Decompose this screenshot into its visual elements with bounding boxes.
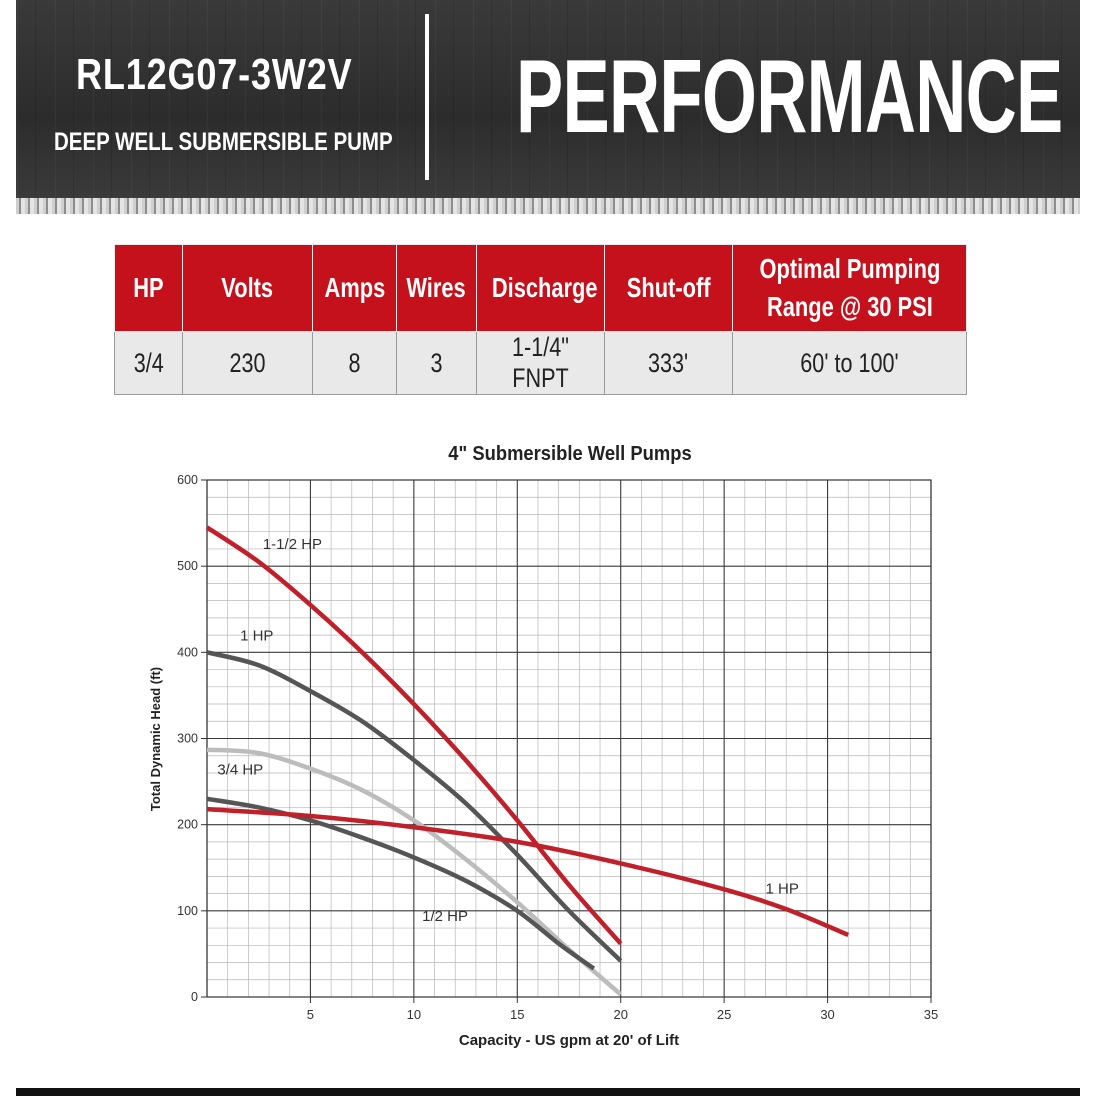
spec-value-row: 3/4 230 8 3 1-1/4" FNPT 333' 60' to 100' [114,331,967,395]
header-banner: RL12G07-3W2V DEEP WELL SUBMERSIBLE PUMP … [16,0,1080,214]
series-label: 1 HP [240,627,273,644]
x-tick-label: 5 [307,1007,314,1022]
spec-header-volts: Volts [182,244,313,332]
series-line [206,796,596,971]
y-tick-label: 300 [177,732,198,746]
banner-title: PERFORMANCE [516,39,1063,155]
performance-chart-svg: 5 10 15 20 25 30 35 0 100 200 300 400 500 600 1-1/2 H… [148,443,938,1049]
x-tick-label: 15 [510,1007,524,1022]
y-tick-label: 500 [177,559,198,573]
y-tick-label: 0 [191,990,198,1004]
x-axis-label: Capacity - US gpm at 20' of Lift [459,1032,679,1049]
spec-value-shutoff: 333' [604,331,733,395]
y-tick-label: 400 [177,645,198,659]
y-tick-label: 200 [177,818,198,832]
x-tick-label: 30 [820,1007,834,1022]
spec-table: HP Volts Amps Wires Discharge Shut-off O… [114,244,967,395]
bottom-bar [16,1088,1080,1096]
grid-major [206,479,932,998]
performance-chart: 5 10 15 20 25 30 35 0 100 200 300 400 500 600 1-1/2 H… [140,430,960,1070]
spec-value-wires: 3 [396,331,477,395]
series-line [205,525,623,946]
x-tick-label: 35 [924,1007,938,1022]
y-axis-label: Total Dynamic Head (ft) [148,667,163,811]
spec-header-hp: HP [114,244,183,332]
series-labels: 1-1/2 HP 1 HP 3/4 HP 1/2 HP 1 HP [217,536,799,925]
series-label: 1/2 HP [422,908,468,925]
series-label: 1-1/2 HP [263,536,322,553]
x-tick-label: 10 [407,1007,421,1022]
spec-header-wires: Wires [396,244,477,332]
x-tick-label: 20 [613,1007,627,1022]
banner-edge [16,198,1080,214]
banner-divider [425,14,429,180]
series-line [206,650,623,963]
series-line [206,747,623,997]
y-tick-label: 600 [177,473,198,487]
series-lines [205,525,850,997]
spec-header-amps: Amps [312,244,397,332]
chart-title: 4" Submersible Well Pumps [448,443,691,465]
spec-header-discharge: Discharge [476,244,605,332]
spec-header-range: Optimal Pumping Range @ 30 PSI [732,244,967,332]
model-number: RL12G07-3W2V [76,50,353,99]
series-label: 1 HP [766,881,799,898]
spec-header-row: HP Volts Amps Wires Discharge Shut-off O… [114,244,967,332]
spec-value-range: 60' to 100' [732,331,967,395]
series-line [206,806,850,938]
y-tick-label: 100 [177,904,198,918]
spec-value-hp: 3/4 [114,331,183,395]
x-tick-label: 25 [717,1007,731,1022]
spec-value-amps: 8 [312,331,397,395]
tick-labels: 5 10 15 20 25 30 35 0 100 200 300 400 500 600 [177,473,938,1022]
spec-value-volts: 230 [182,331,313,395]
spec-value-discharge: 1-1/4" FNPT [476,331,605,395]
spec-header-shutoff: Shut-off [604,244,733,332]
product-subtitle: DEEP WELL SUBMERSIBLE PUMP [54,128,393,156]
chart-axes [201,479,932,1003]
series-label: 3/4 HP [217,762,263,779]
